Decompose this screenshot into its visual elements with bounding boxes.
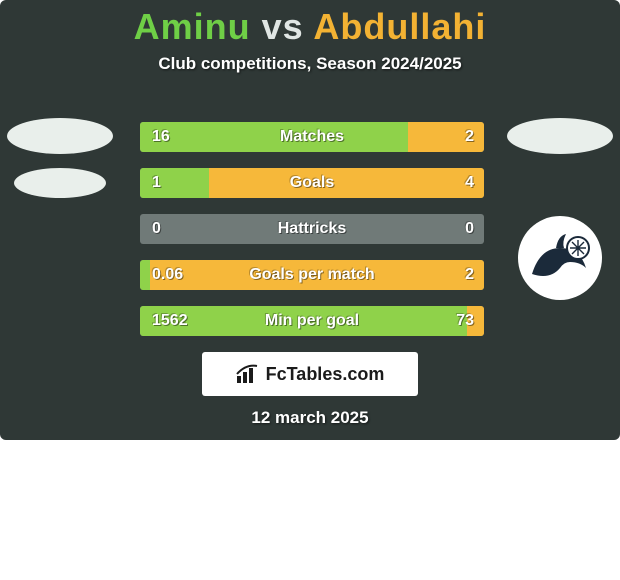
dolphin-icon [520, 218, 600, 298]
player2-name: Abdullahi [313, 6, 486, 47]
stat-row: 14Goals [140, 168, 484, 198]
player1-photo-placeholder [7, 118, 113, 154]
bar-chart-icon [236, 364, 260, 384]
vs-separator: vs [262, 6, 304, 47]
player2-club-badge [518, 216, 602, 300]
player2-photo-placeholder [507, 118, 613, 154]
stat-label: Min per goal [140, 306, 484, 336]
stat-row: 162Matches [140, 122, 484, 152]
date-stamp: 12 march 2025 [0, 408, 620, 428]
player2-avatar-stack [500, 118, 620, 300]
stat-label: Goals [140, 168, 484, 198]
stat-rows: 162Matches 14Goals 00Hattricks 0.062Goals p… [140, 122, 484, 336]
stat-label: Goals per match [140, 260, 484, 290]
player1-avatar-stack [0, 118, 120, 198]
stat-row: 0.062Goals per match [140, 260, 484, 290]
stat-row: 00Hattricks [140, 214, 484, 244]
stat-label: Matches [140, 122, 484, 152]
player1-club-placeholder [14, 168, 106, 198]
branding-badge: FcTables.com [202, 352, 418, 396]
branding-text: FcTables.com [266, 364, 385, 385]
player1-name: Aminu [134, 6, 251, 47]
stat-row: 156273Min per goal [140, 306, 484, 336]
subtitle: Club competitions, Season 2024/2025 [0, 54, 620, 74]
comparison-card: Aminu vs Abdullahi Club competitions, Se… [0, 0, 620, 440]
stat-label: Hattricks [140, 214, 484, 244]
page-title: Aminu vs Abdullahi [0, 0, 620, 48]
